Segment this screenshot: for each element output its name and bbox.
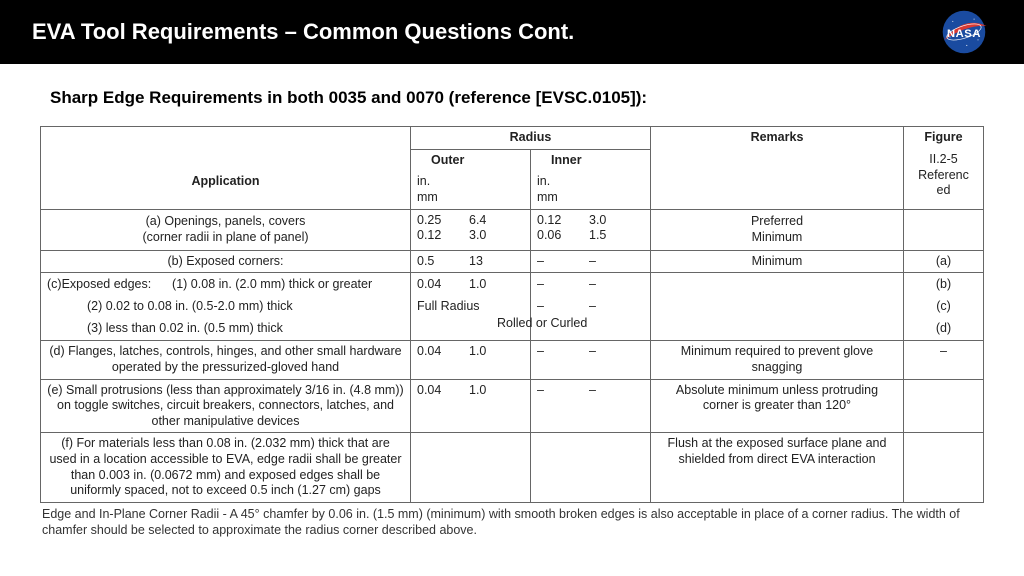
cell-inner: –– [531, 341, 651, 379]
cell-app: (b) Exposed corners: [41, 250, 411, 273]
cell-outer: 0.041.0 [411, 341, 531, 379]
hdr-remarks: Remarks [651, 127, 904, 210]
page-title: EVA Tool Requirements – Common Questions… [32, 19, 574, 45]
cell-remarks: Minimum [651, 250, 904, 273]
cell-inner: –– [531, 379, 651, 433]
cell-inner: –– [531, 250, 651, 273]
cell-inner [531, 433, 651, 503]
hdr-outer: Outer [411, 149, 531, 171]
requirements-table: Radius Remarks Figure Outer Inner II.2-5… [40, 126, 984, 503]
cell-remarks: Flush at the exposed surface plane and s… [651, 433, 904, 503]
header-bar: EVA Tool Requirements – Common Questions… [0, 0, 1024, 64]
cell-remarks [651, 273, 904, 341]
cell-outer: 0.041.0 [411, 379, 531, 433]
cell-app: (c)Exposed edges: (1) 0.08 in. (2.0 mm) … [41, 273, 411, 341]
nasa-logo: NASA [936, 9, 992, 55]
hdr-fig-ref: II.2-5 Referenc ed [904, 149, 984, 209]
cell-outer: 0.513 [411, 250, 531, 273]
hdr-outer-units: in.mm [411, 171, 531, 209]
table-row: (b) Exposed corners: 0.513 –– Minimum (a… [41, 250, 984, 273]
cell-fig [904, 209, 984, 250]
table-header-row: Radius Remarks Figure [41, 127, 984, 150]
svg-text:NASA: NASA [947, 28, 981, 40]
hdr-empty-top [41, 127, 411, 172]
content-area: Sharp Edge Requirements in both 0035 and… [0, 64, 1024, 548]
cell-app: (e) Small protrusions (less than approxi… [41, 379, 411, 433]
cell-outer [411, 433, 531, 503]
cell-fig [904, 379, 984, 433]
cell-fig: (b) (c) (d) [904, 273, 984, 341]
table-footnote: Edge and In-Plane Corner Radii - A 45° c… [40, 507, 984, 538]
hdr-inner: Inner [531, 149, 651, 171]
cell-remarks: Minimum required to prevent glove snaggi… [651, 341, 904, 379]
cell-fig: (a) [904, 250, 984, 273]
cell-inner: –– –– Rolled or Curled [531, 273, 651, 341]
cell-outer: 0.256.4 0.123.0 [411, 209, 531, 250]
table-row: (e) Small protrusions (less than approxi… [41, 379, 984, 433]
cell-fig: – [904, 341, 984, 379]
hdr-application: Application [41, 171, 411, 209]
cell-app: (d) Flanges, latches, controls, hinges, … [41, 341, 411, 379]
hdr-figure: Figure [904, 127, 984, 150]
cell-fig [904, 433, 984, 503]
cell-app: (f) For materials less than 0.08 in. (2.… [41, 433, 411, 503]
cell-remarks: Preferred Minimum [651, 209, 904, 250]
cell-app: (a) Openings, panels, covers (corner rad… [41, 209, 411, 250]
section-subtitle: Sharp Edge Requirements in both 0035 and… [40, 88, 984, 108]
hdr-inner-units: in.mm [531, 171, 651, 209]
cell-remarks: Absolute minimum unless protruding corne… [651, 379, 904, 433]
hdr-radius: Radius [411, 127, 651, 150]
table-row: (c)Exposed edges: (1) 0.08 in. (2.0 mm) … [41, 273, 984, 341]
table-row: (d) Flanges, latches, controls, hinges, … [41, 341, 984, 379]
table-row: (a) Openings, panels, covers (corner rad… [41, 209, 984, 250]
cell-inner: 0.123.0 0.061.5 [531, 209, 651, 250]
table-row: (f) For materials less than 0.08 in. (2.… [41, 433, 984, 503]
